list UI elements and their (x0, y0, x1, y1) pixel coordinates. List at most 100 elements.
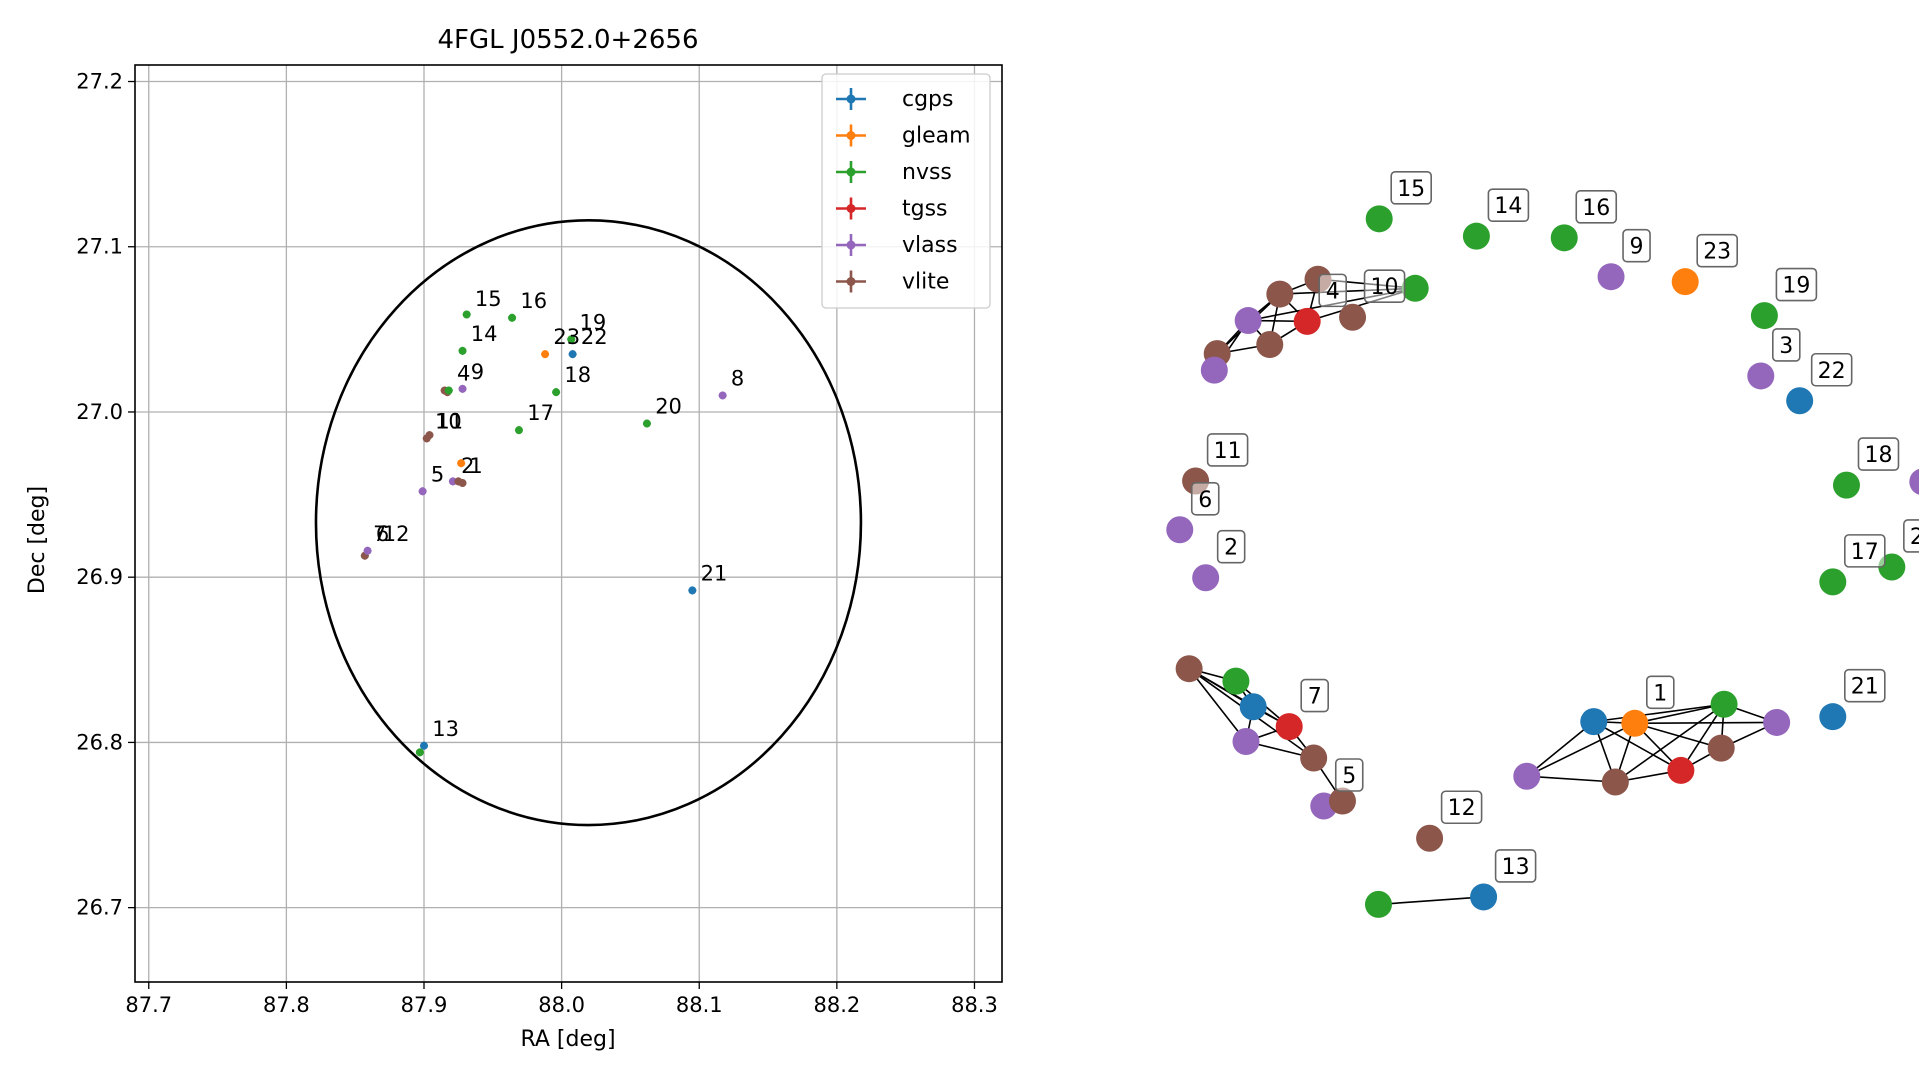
graph-node-vlass (1597, 263, 1625, 291)
data-point-nvss (642, 419, 651, 428)
legend-label-vlass: vlass (902, 233, 958, 258)
graph-label-box (1844, 668, 1886, 703)
graph-node-label: 10 (1371, 275, 1399, 300)
graph-node-cgps (1470, 883, 1498, 911)
data-point-cgps (688, 586, 697, 595)
point-annotation: 2 (461, 454, 474, 478)
graph-label-box (1440, 790, 1483, 825)
graph-label-box (1206, 433, 1249, 467)
graph-node-label: 2 (1224, 536, 1238, 561)
graph-label-box (1487, 188, 1530, 222)
graph-node-cgps (1580, 708, 1608, 736)
graph-node-vlite (1256, 331, 1284, 359)
graph-label-box (1772, 328, 1801, 362)
graph-node-vlite (1328, 787, 1356, 815)
point-annotation: 7 (373, 522, 386, 546)
data-point-vlass (363, 546, 372, 555)
graph-label-box (1775, 267, 1818, 302)
x-tick-label: 87.7 (125, 993, 172, 1017)
legend-label-cgps: cgps (902, 87, 954, 112)
legend-label-gleam: gleam (902, 124, 971, 149)
point-annotation: 4 (457, 362, 470, 386)
graph-edge (1188, 668, 1247, 742)
data-point-vlass (718, 391, 727, 400)
graph-node-label: 23 (1703, 240, 1731, 265)
graph-label-box (1857, 437, 1900, 471)
graph-node-labels: 1514169231910322111886217202151213471 (1190, 171, 1919, 883)
data-point-cgps (420, 741, 428, 750)
graph-label-box (1318, 273, 1347, 308)
point-annotation: 10 (435, 409, 462, 433)
graph-node-cgps (1819, 703, 1847, 731)
point-annotation: 9 (471, 360, 484, 384)
data-point-gleam (541, 350, 550, 359)
graph-node-vlass (1200, 356, 1228, 384)
graph-node-nvss (1550, 224, 1578, 252)
graph-edge (1593, 720, 1682, 772)
graph-node-vlite (1601, 768, 1629, 796)
x-tick-label: 87.9 (401, 993, 448, 1017)
graph-node-vlass (1234, 307, 1262, 335)
legend-marker (846, 204, 856, 213)
point-annotation: 19 (580, 310, 607, 334)
graph-edge (1526, 721, 1595, 777)
graph-node-nvss (1819, 568, 1847, 596)
point-annotation: 8 (731, 367, 744, 391)
point-annotation: 20 (655, 395, 682, 419)
error-ellipse (314, 219, 863, 827)
point-annotation: 21 (701, 562, 728, 586)
graph-node-label: 6 (1198, 488, 1212, 513)
data-point-nvss (458, 346, 467, 355)
y-tick-label: 27.0 (76, 400, 123, 424)
graph-node-cgps (1239, 693, 1267, 721)
point-annotation: 5 (431, 462, 444, 486)
legend-label-nvss: nvss (902, 160, 952, 185)
graph-node-nvss (1364, 890, 1392, 918)
y-tick-label: 27.2 (76, 70, 123, 94)
graph-edge (1634, 722, 1722, 749)
graph-node-vlass (1747, 362, 1775, 390)
graph-label-box (1334, 758, 1364, 792)
data-point-vlite (425, 431, 434, 440)
x-axis-label: RA [deg] (520, 1027, 615, 1052)
point-annotation: 13 (432, 717, 459, 741)
x-tick-label: 88.1 (676, 993, 723, 1017)
graph-label-box (1216, 529, 1246, 564)
graph-label-box (1810, 352, 1853, 387)
x-tick-label: 88.0 (538, 993, 585, 1017)
graph-label-box (1575, 190, 1618, 224)
graph-label-box (1300, 678, 1329, 713)
point-annotation: 16 (520, 289, 547, 313)
graph-edge (1634, 703, 1725, 725)
graph-node-label: 14 (1494, 194, 1522, 219)
graph-edge (1378, 896, 1484, 906)
data-point-vlass (448, 477, 457, 486)
legend-marker (846, 131, 856, 140)
graph-node-vlass (1763, 708, 1791, 736)
y-tick-label: 26.9 (76, 565, 123, 589)
graph-edge (1526, 722, 1636, 777)
data-point-nvss (552, 388, 561, 397)
data-points (360, 310, 727, 757)
graph-node-label: 16 (1582, 196, 1610, 221)
graph-edge (1526, 775, 1616, 783)
y-tick-label: 26.7 (76, 896, 123, 920)
point-annotation: 11 (436, 409, 463, 433)
graph-node-nvss (1222, 667, 1250, 695)
graph-node-label: 5 (1342, 764, 1356, 789)
data-point-nvss (567, 335, 576, 344)
graph-node-label: 1 (1653, 681, 1667, 706)
graph-node-label: 20 (1910, 525, 1919, 550)
graph-node-tgss (1275, 713, 1303, 741)
graph-edge (1593, 703, 1725, 723)
chart-title: 4FGL J0552.0+2656 (438, 25, 699, 55)
point-annotation: 12 (383, 522, 410, 546)
data-point-vlass (458, 384, 467, 393)
graph-node-label: 21 (1851, 675, 1879, 700)
graph-node-gleam (1621, 709, 1649, 737)
graph-node-vlass (1909, 468, 1919, 495)
plot-frame (134, 64, 1003, 983)
